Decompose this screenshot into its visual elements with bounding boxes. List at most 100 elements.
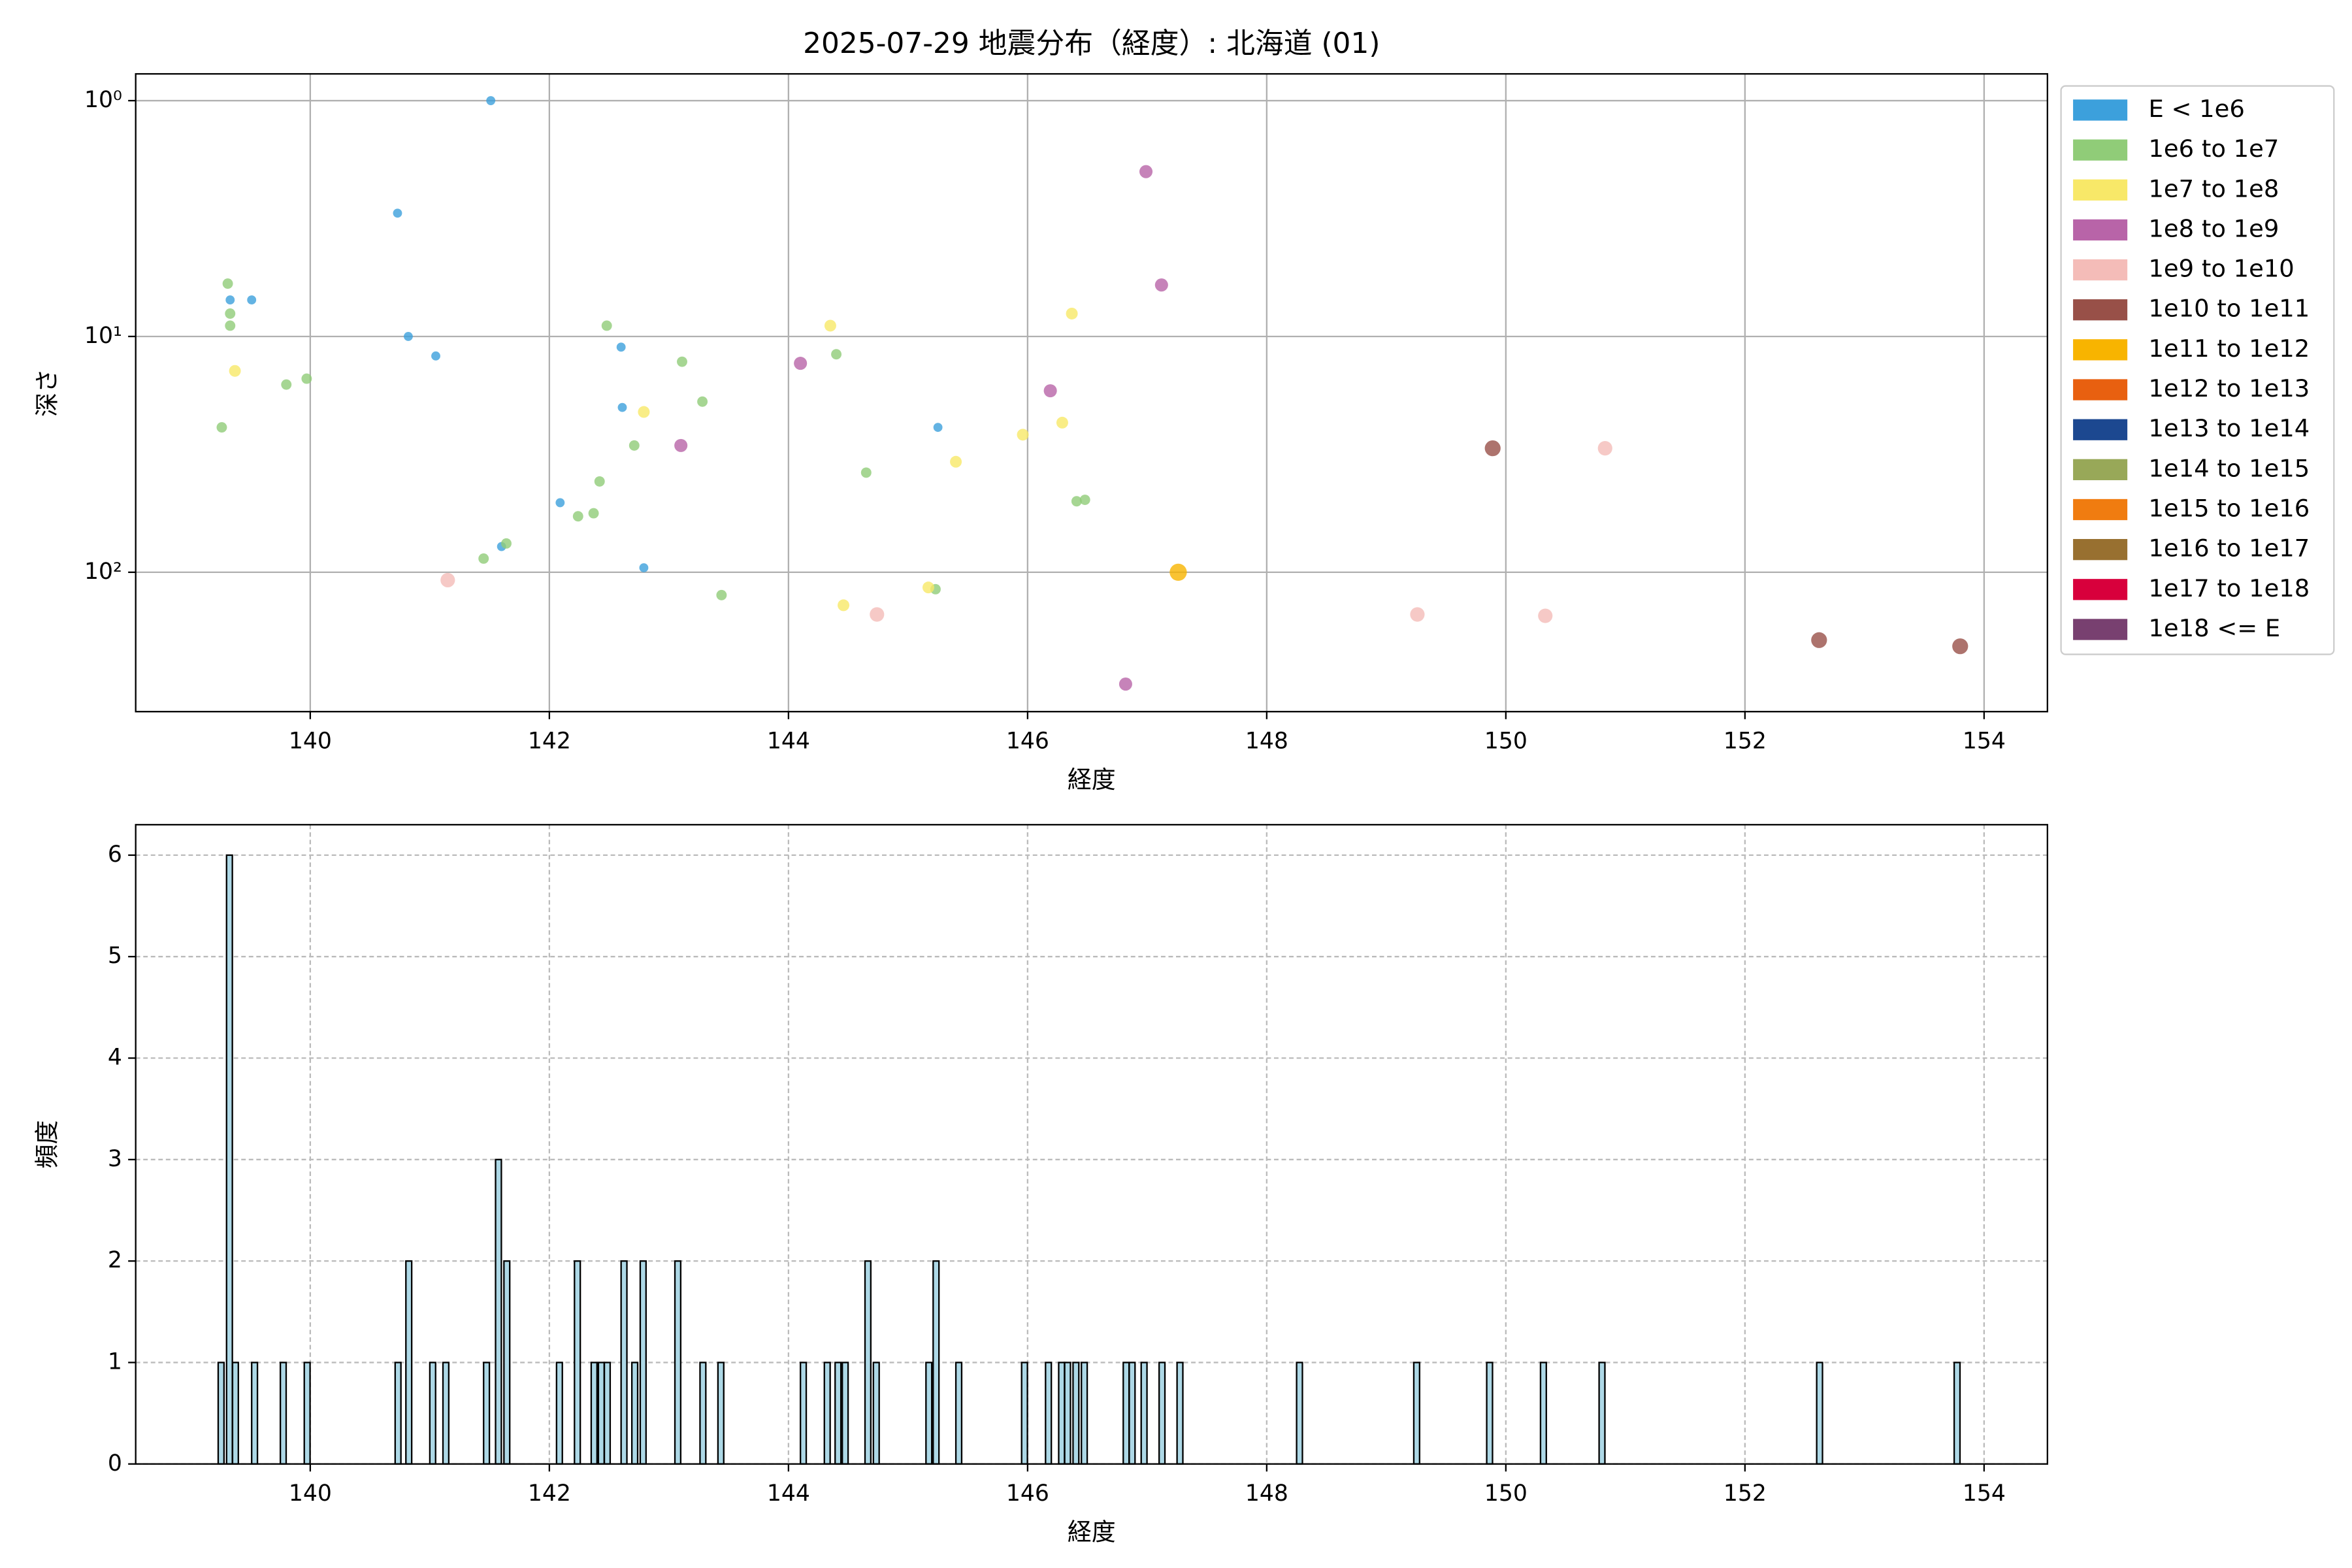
bar (231, 1362, 239, 1465)
y-tick-label: 0 (108, 1450, 122, 1477)
y-tick-label: 1 (108, 1348, 122, 1375)
legend-label: 1e15 to 1e16 (2148, 495, 2310, 523)
bar (932, 1260, 940, 1465)
legend-swatch (2073, 379, 2128, 400)
point (674, 438, 688, 452)
point (933, 423, 943, 433)
point (860, 467, 872, 478)
point (1410, 607, 1425, 622)
legend-label: 1e8 to 1e9 (2148, 214, 2279, 242)
point (922, 581, 934, 594)
y-tick-label: 10² (84, 559, 122, 585)
x-tick-label: 152 (1723, 728, 1767, 754)
legend-label: 1e12 to 1e13 (2148, 374, 2310, 402)
point (697, 396, 708, 407)
bar (800, 1362, 808, 1465)
point (1071, 496, 1082, 507)
x-tick-label: 150 (1484, 1480, 1527, 1507)
legend-label: 1e18 <= E (2148, 614, 2280, 642)
legend-swatch (2073, 619, 2128, 640)
axes-frame (135, 824, 2048, 1465)
point (950, 455, 962, 468)
point (1066, 307, 1078, 319)
point (486, 96, 496, 105)
point (1043, 384, 1057, 398)
point (431, 351, 440, 361)
bar (555, 1362, 563, 1465)
x-tick-label: 144 (767, 1480, 810, 1507)
bar (495, 1158, 502, 1465)
y-axis-label: 深さ (33, 368, 61, 417)
point (1079, 495, 1090, 506)
point (555, 498, 565, 508)
x-tick-label: 150 (1484, 728, 1527, 754)
y-tick-label: 2 (108, 1247, 122, 1273)
legend-label: 1e11 to 1e12 (2148, 335, 2310, 363)
y-tick-label: 10¹ (84, 323, 122, 349)
bar (429, 1362, 436, 1465)
bar (674, 1260, 682, 1465)
point (1597, 441, 1612, 456)
bar (1953, 1362, 1961, 1465)
x-tick-label: 144 (767, 728, 810, 754)
point (1017, 429, 1029, 441)
x-tick-label: 142 (528, 728, 571, 754)
bar (442, 1362, 450, 1465)
point (1154, 278, 1168, 292)
point (1538, 608, 1553, 623)
bar (1081, 1362, 1088, 1465)
y-tick-label: 4 (108, 1045, 122, 1071)
bar (1122, 1362, 1130, 1465)
bar (925, 1362, 933, 1465)
legend-label: 1e9 to 1e10 (2148, 255, 2294, 283)
bar (864, 1260, 872, 1465)
bar (1816, 1362, 1823, 1465)
point (225, 320, 236, 331)
bar (1021, 1362, 1028, 1465)
bar (597, 1362, 605, 1465)
point (404, 332, 413, 341)
point (440, 572, 455, 588)
y-axis-label: 頻度 (33, 1120, 61, 1169)
legend-swatch (2073, 219, 2128, 241)
bar (834, 1362, 842, 1465)
point (222, 278, 233, 289)
legend-box (2060, 85, 2335, 655)
bar (620, 1260, 628, 1465)
axes-frame (135, 73, 2048, 713)
bar (1176, 1362, 1184, 1465)
point (824, 319, 836, 332)
bar (590, 1362, 598, 1465)
point (393, 208, 402, 218)
bar (1158, 1362, 1166, 1465)
y-tick-label: 3 (108, 1146, 122, 1172)
legend-label: 1e17 to 1e18 (2148, 574, 2310, 602)
bar (639, 1260, 647, 1465)
point (639, 563, 649, 572)
chart-title: 2025-07-29 地震分布（経度）: 北海道 (01) (803, 27, 1380, 60)
point (1169, 563, 1187, 581)
legend-swatch (2073, 459, 2128, 480)
y-tick-label: 5 (108, 943, 122, 969)
bar (1296, 1362, 1303, 1465)
point (1484, 440, 1501, 457)
point (229, 365, 241, 377)
point (638, 406, 650, 418)
point (501, 538, 512, 549)
legend-swatch (2073, 579, 2128, 600)
point (794, 357, 808, 370)
bar (1413, 1362, 1420, 1465)
point (594, 476, 605, 487)
y-tick-label: 6 (108, 841, 122, 868)
x-tick-label: 140 (289, 728, 332, 754)
legend-label: 1e6 to 1e7 (2148, 135, 2279, 163)
bar (574, 1260, 581, 1465)
bar (1539, 1362, 1547, 1465)
point (1952, 638, 1968, 655)
point (629, 440, 640, 451)
point (572, 511, 583, 522)
point (216, 422, 227, 433)
